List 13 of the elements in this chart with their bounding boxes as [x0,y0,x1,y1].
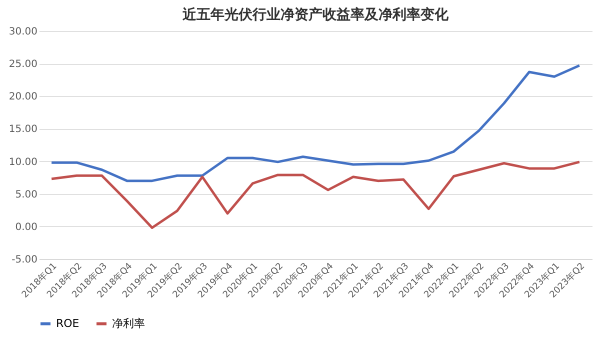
y-tick-label: -5.00 [12,254,38,266]
legend-label: ROE [56,316,80,330]
chart-title: 近五年光伏行业净资产收益率及净利率变化 [182,6,450,23]
y-tick-label: 30.00 [8,26,38,38]
y-tick-label: 5.00 [15,189,38,200]
line-series [50,64,581,182]
y-tick-label: 20.00 [8,92,38,103]
y-tick-label: 0.00 [15,222,38,233]
y-tick-label: 10.00 [8,156,38,168]
line-series [50,160,581,229]
y-tick-label: 15.00 [8,124,38,136]
y-tick-label: 25.00 [8,59,38,70]
legend-label: 净利率 [112,316,145,330]
